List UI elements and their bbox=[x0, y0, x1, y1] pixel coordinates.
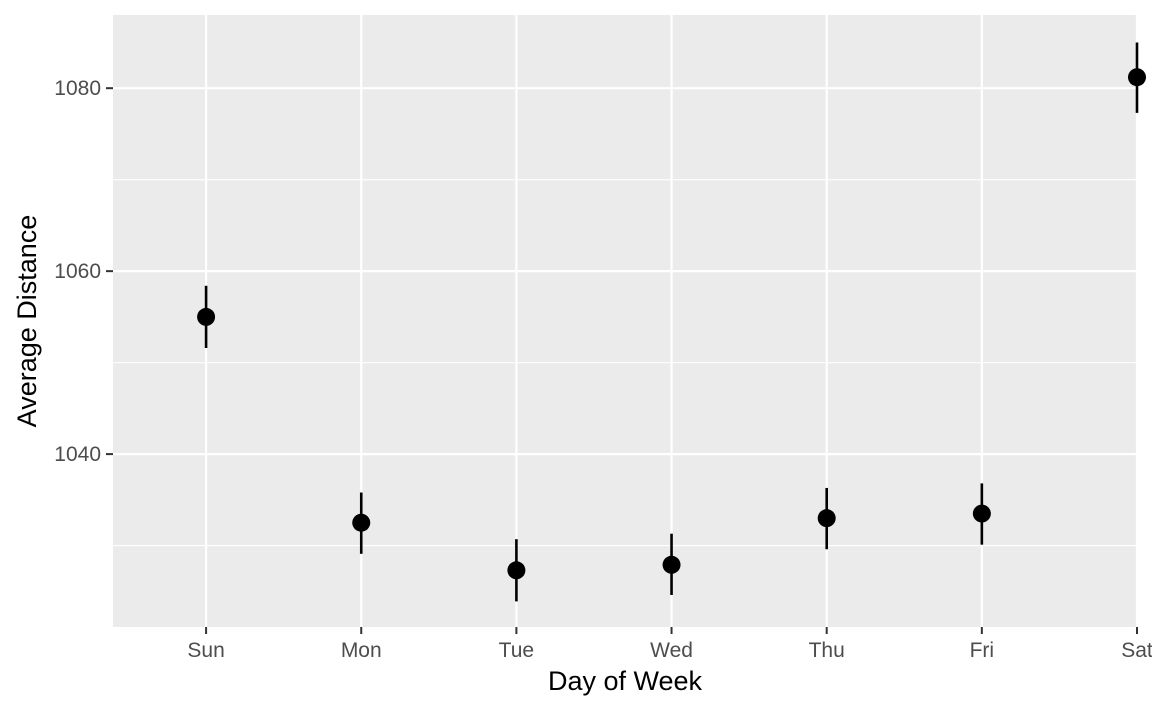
major-gridlines bbox=[113, 15, 1139, 627]
data-point-sat bbox=[1128, 68, 1146, 87]
y-tick-label: 1040 bbox=[54, 443, 101, 466]
y-axis-title: Average Distance bbox=[12, 215, 42, 428]
x-tick-label: Sat bbox=[1121, 639, 1152, 662]
minor-gridlines bbox=[113, 179, 1137, 547]
y-tick-label: 1060 bbox=[54, 260, 101, 283]
plot-panel bbox=[113, 15, 1137, 627]
data-point-mon bbox=[352, 513, 371, 532]
data-point-fri bbox=[972, 504, 991, 523]
x-tick-label: Wed bbox=[650, 639, 693, 662]
data-point-tue bbox=[507, 561, 526, 580]
x-axis-title: Day of Week bbox=[548, 666, 703, 696]
y-axis-ticks: 1040 1060 1080 bbox=[54, 77, 113, 466]
x-axis-ticks: Sun Mon Tue Wed Thu Fri Sat bbox=[187, 627, 1152, 662]
x-tick-label: Thu bbox=[809, 639, 845, 662]
data-points bbox=[197, 68, 1146, 580]
x-tick-label: Tue bbox=[499, 639, 534, 662]
x-tick-label: Mon bbox=[341, 639, 382, 662]
x-tick-label: Fri bbox=[970, 639, 995, 662]
data-point-wed bbox=[662, 555, 681, 574]
data-point-thu bbox=[817, 509, 836, 528]
data-point-sun bbox=[197, 307, 216, 326]
y-tick-label: 1080 bbox=[54, 77, 101, 100]
x-tick-label: Sun bbox=[187, 639, 224, 662]
